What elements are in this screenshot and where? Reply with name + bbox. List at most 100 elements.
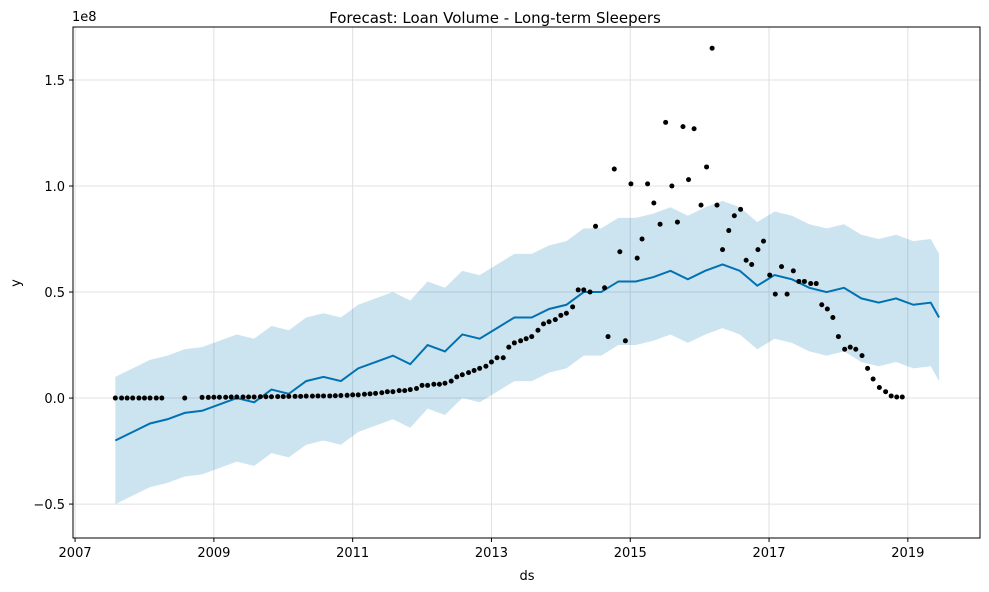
observed-point (309, 393, 315, 399)
observed-point (402, 388, 408, 394)
observed-point (796, 278, 802, 284)
observed-point (292, 393, 298, 399)
observed-point (691, 126, 697, 132)
forecast-line (114, 263, 940, 442)
observed-point (847, 344, 853, 350)
observed-point (593, 223, 599, 229)
observed-point (704, 164, 710, 170)
observed-point (645, 181, 651, 187)
observed-point (731, 213, 737, 219)
observed-point (373, 390, 379, 396)
observed-point (743, 257, 749, 263)
observed-point (268, 394, 274, 400)
observed-point (199, 394, 205, 400)
observed-point (182, 395, 188, 401)
observed-point (767, 272, 773, 278)
observed-point (824, 306, 830, 312)
observed-point (436, 381, 442, 387)
observed-point (639, 236, 645, 242)
observed-point (136, 395, 142, 401)
observed-point (899, 394, 905, 400)
observed-point (657, 221, 663, 227)
observed-point (634, 255, 640, 261)
observed-point (698, 202, 704, 208)
observed-point (419, 382, 425, 388)
observed-point (466, 370, 472, 376)
y-tick-label: 1.5 (44, 74, 65, 89)
observed-point (494, 355, 500, 361)
observed-point (511, 340, 517, 346)
observed-point (298, 393, 304, 399)
x-axis-label: ds (519, 569, 534, 584)
observed-point (518, 338, 524, 344)
observed-point (720, 247, 726, 253)
observed-point (842, 346, 848, 352)
y-axis-label: y (9, 279, 24, 287)
observed-point (760, 238, 766, 244)
observed-point (779, 264, 785, 270)
observed-point (835, 334, 841, 340)
observed-point (257, 394, 263, 400)
x-tick-label: 2011 (336, 546, 369, 561)
observed-point (431, 381, 437, 387)
observed-point (367, 391, 373, 397)
observed-point (617, 249, 623, 255)
observed-point (813, 281, 819, 287)
observed-point (228, 394, 234, 400)
observed-point (454, 374, 460, 380)
observed-point (355, 392, 361, 398)
x-tick-label: 2007 (59, 546, 92, 561)
observed-point (529, 334, 535, 340)
observed-point (321, 393, 327, 399)
observed-point (605, 334, 611, 340)
observed-point (686, 177, 692, 183)
observed-point (234, 394, 240, 400)
observed-point (865, 365, 871, 371)
observed-point (755, 247, 761, 253)
observed-point (738, 206, 744, 212)
observed-point (680, 124, 686, 130)
observed-point (407, 387, 413, 393)
observed-point (749, 261, 755, 267)
observed-point (130, 395, 136, 401)
observed-point (819, 302, 825, 308)
observed-point (327, 393, 333, 399)
observed-point (563, 310, 569, 316)
observed-point (546, 319, 552, 325)
observed-point (119, 395, 125, 401)
observed-point (216, 394, 222, 400)
observed-point (153, 395, 159, 401)
observed-point (280, 394, 286, 400)
observed-point (379, 390, 385, 396)
observed-point (570, 304, 576, 310)
observed-point (876, 384, 882, 390)
observed-point (853, 346, 859, 352)
observed-point (772, 291, 778, 297)
observed-point (558, 312, 564, 318)
observed-point (315, 393, 321, 399)
observed-point (338, 393, 344, 399)
observed-point (477, 365, 483, 371)
observed-point (602, 285, 608, 291)
x-tick-label: 2019 (891, 546, 924, 561)
observed-point (251, 394, 257, 400)
y-offset-label: 1e8 (72, 10, 97, 25)
observed-point (784, 291, 790, 297)
observed-point (344, 392, 350, 398)
observed-point (159, 395, 165, 401)
observed-point (263, 394, 269, 400)
observed-point (442, 380, 448, 386)
x-tick-label: 2009 (197, 546, 230, 561)
observed-point (611, 166, 617, 172)
observed-point (801, 278, 807, 284)
observed-point (483, 363, 489, 369)
observed-point (669, 183, 675, 189)
observed-point (471, 367, 477, 373)
observed-point (205, 394, 211, 400)
observed-point (488, 359, 494, 365)
observed-point (587, 289, 593, 295)
observed-point (894, 394, 900, 400)
observed-point (808, 281, 814, 287)
observed-point (714, 202, 720, 208)
chart-title: Forecast: Loan Volume - Long-term Sleepe… (329, 9, 661, 27)
